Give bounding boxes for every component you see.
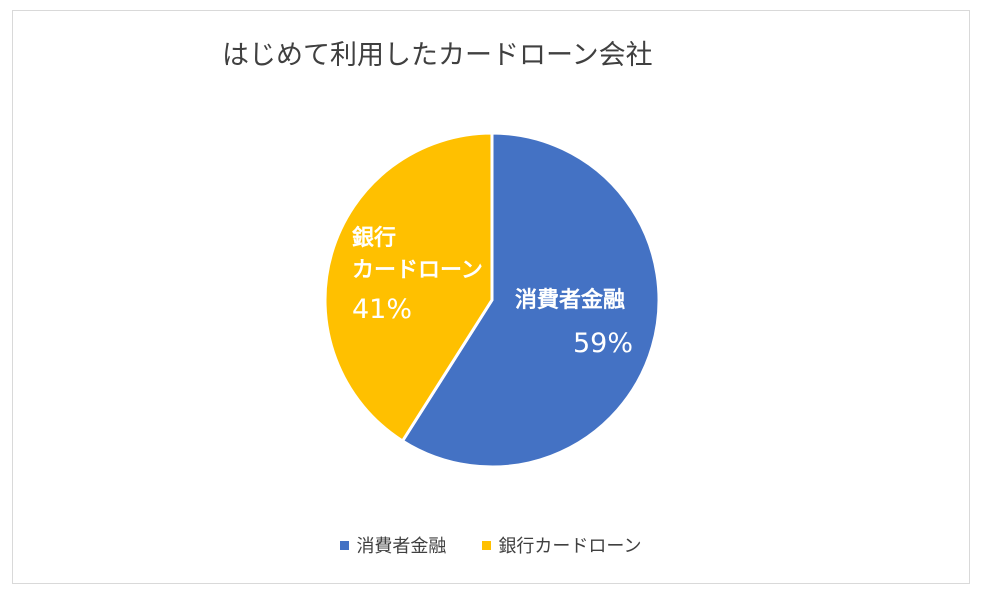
slice-bank-card-loan[interactable]	[323, 131, 494, 443]
legend: 消費者金融 銀行カードローン	[0, 532, 982, 558]
legend-label: 消費者金融	[356, 536, 447, 557]
legend-label: 銀行カードローン	[498, 536, 642, 557]
label-consumer-finance: 消費者金融	[515, 287, 625, 313]
slice-consumer-finance[interactable]	[401, 131, 661, 469]
legend-item-consumer-finance[interactable]: 消費者金融	[340, 532, 446, 558]
legend-swatch-bank-card-loan	[482, 540, 492, 550]
legend-swatch-consumer-finance	[340, 540, 350, 550]
label-consumer-finance-percent: 59%	[573, 328, 633, 359]
label-bank-card-loan-percent: 41%	[352, 294, 412, 325]
label-bank-card-loan-line2: カードローン	[352, 258, 483, 283]
label-bank-card-loan-line1: 銀行	[352, 225, 396, 251]
chart-title: はじめて利用したカードローン会社	[222, 40, 653, 71]
legend-item-bank-card-loan[interactable]: 銀行カードローン	[482, 532, 642, 558]
